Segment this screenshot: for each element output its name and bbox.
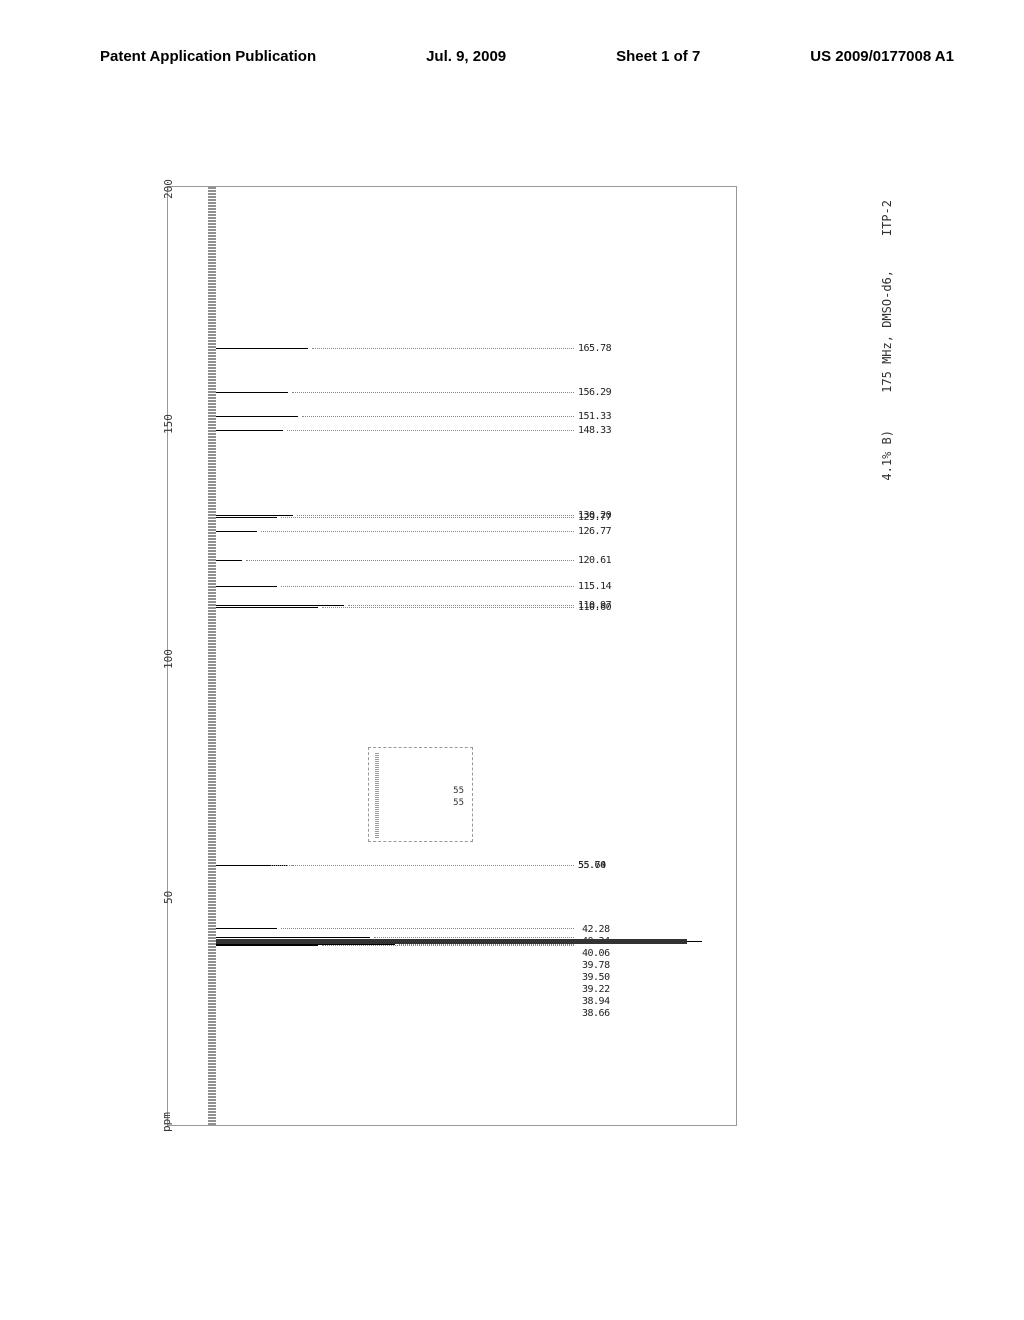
peak-leader bbox=[302, 416, 574, 417]
inset-label: 55 bbox=[453, 786, 464, 796]
nmr-peak bbox=[216, 945, 318, 946]
axis-tick-label: 200 bbox=[162, 179, 175, 199]
peak-value-label: 39.50 bbox=[582, 972, 610, 983]
nmr-spectrum-frame: 20015010050 165.78156.29151.33148.33130.… bbox=[167, 186, 737, 1126]
nmr-peak bbox=[216, 586, 277, 587]
nmr-peak bbox=[216, 348, 308, 349]
inset-expansion: 55 55 bbox=[368, 747, 473, 842]
nmr-peak bbox=[216, 560, 242, 561]
axis-tick-label: 150 bbox=[162, 414, 175, 434]
nmr-peak bbox=[216, 607, 318, 608]
publication-date: Jul. 9, 2009 bbox=[426, 48, 506, 65]
peak-value-label: 148.33 bbox=[578, 425, 611, 436]
inset-noise bbox=[375, 753, 379, 838]
nmr-peak bbox=[216, 515, 293, 516]
solvent-peak-band bbox=[216, 939, 687, 944]
peak-leader bbox=[271, 865, 574, 866]
nmr-peak bbox=[216, 430, 283, 431]
sample-id-label: ITP-2 bbox=[880, 200, 894, 236]
y-axis: 20015010050 bbox=[168, 187, 208, 1125]
publication-label: Patent Application Publication bbox=[100, 48, 316, 65]
peak-value-label: 151.33 bbox=[578, 411, 611, 422]
peak-leader bbox=[261, 531, 574, 532]
peak-value-label: 39.22 bbox=[582, 984, 610, 995]
peak-value-label: 42.28 bbox=[582, 924, 610, 935]
sheet-label: Sheet 1 of 7 bbox=[616, 48, 700, 65]
ppm-axis-label: ppm bbox=[160, 1112, 173, 1132]
peak-value-label: 120.61 bbox=[578, 555, 611, 566]
axis-tick-label: 100 bbox=[162, 649, 175, 669]
peak-leader bbox=[287, 430, 574, 431]
peak-leader bbox=[312, 348, 574, 349]
extra-label: 4.1% B) bbox=[880, 430, 894, 481]
axis-tick-label: 50 bbox=[162, 891, 175, 904]
peak-leader bbox=[281, 517, 574, 518]
peak-value-label: 115.14 bbox=[578, 581, 611, 592]
peak-value-label: 39.78 bbox=[582, 960, 610, 971]
peak-value-label: 165.78 bbox=[578, 343, 611, 354]
publication-number: US 2009/0177008 A1 bbox=[810, 48, 954, 65]
peak-value-label: 129.77 bbox=[578, 512, 611, 523]
peak-value-label: 110.60 bbox=[578, 602, 611, 613]
peak-value-label: 40.06 bbox=[582, 948, 610, 959]
peak-leader bbox=[322, 607, 574, 608]
peak-value-label: 38.66 bbox=[582, 1008, 610, 1019]
peak-value-label: 55.64 bbox=[578, 860, 606, 871]
page-header: Patent Application Publication Jul. 9, 2… bbox=[0, 0, 1024, 75]
inset-label: 55 bbox=[453, 798, 464, 808]
nmr-peak bbox=[216, 517, 277, 518]
peak-leader bbox=[322, 945, 574, 946]
peak-leader bbox=[281, 928, 574, 929]
nmr-peak bbox=[216, 392, 288, 393]
conditions-label: 175 MHz, DMSO-d6, bbox=[880, 270, 894, 393]
nmr-peak bbox=[216, 865, 267, 866]
peak-leader bbox=[246, 560, 574, 561]
peak-value-label: 156.29 bbox=[578, 387, 611, 398]
peak-value-label: 38.94 bbox=[582, 996, 610, 1007]
peak-leader bbox=[281, 586, 574, 587]
peak-leader bbox=[292, 392, 574, 393]
peak-leader bbox=[297, 515, 574, 516]
nmr-peak bbox=[216, 928, 277, 929]
baseline-noise bbox=[208, 187, 216, 1125]
peak-value-label: 126.77 bbox=[578, 526, 611, 537]
nmr-peak bbox=[216, 531, 257, 532]
nmr-peak bbox=[216, 416, 298, 417]
